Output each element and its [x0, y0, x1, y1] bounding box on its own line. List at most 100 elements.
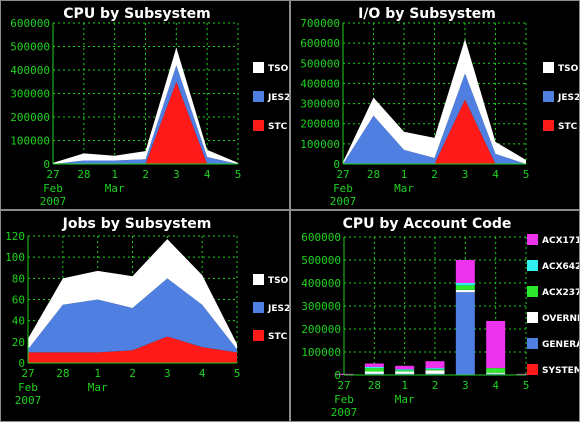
legend-label: ACX237 [542, 288, 579, 298]
bar-segment-general [486, 373, 506, 375]
bar-segment-acx171 [486, 320, 506, 369]
x-tick-label: 28 [56, 367, 69, 380]
legend-swatch-acx237 [527, 286, 538, 297]
x-sub-label: 2007 [330, 195, 357, 208]
legend-label: SYSTEM [542, 366, 579, 376]
chart-title: I/O by Subsystem [358, 6, 496, 22]
y-tick-label: 100 [5, 251, 25, 264]
chart-svg: Jobs by Subsystem 0 20 40 60 80 100 120 27Feb200… [5, 216, 289, 407]
axes [52, 23, 238, 165]
legend-swatch-jes2 [253, 91, 264, 102]
series-area-tso [53, 47, 238, 164]
x-tick-label: 2 [432, 379, 439, 392]
chart-panel-cpu-by-account-code: CPU by Account Code 0 100000 200000 300000 40… [291, 211, 579, 421]
legend-label: OVERNITE [542, 314, 579, 324]
x-tick-label: 2 [142, 168, 149, 181]
y-tick-label: 300000 [10, 88, 50, 101]
y-tick-label: 200000 [300, 118, 340, 131]
legend-swatch-overnite [527, 312, 538, 323]
x-sub-label: Feb [334, 393, 354, 406]
legend-label: TSO [558, 64, 579, 74]
y-tick-label: 40 [12, 315, 25, 328]
y-tick-label: 500000 [301, 254, 341, 267]
bar-segment-acx642 [455, 283, 475, 286]
legend-label: TSO [268, 276, 289, 286]
legend-label: JES2 [267, 93, 289, 103]
chart-title: CPU by Subsystem [63, 6, 210, 22]
grid [52, 22, 239, 165]
legend-swatch-tso [253, 274, 264, 285]
x-tick-label: 4 [492, 379, 499, 392]
y-tick-label: 600000 [10, 17, 50, 30]
x-tick-label: 3 [173, 168, 180, 181]
x-tick-label: 4 [204, 168, 211, 181]
y-tick-label: 500000 [10, 41, 50, 54]
x-tick-label: 27 [337, 379, 350, 392]
x-tick-label: 28 [77, 168, 90, 181]
legend-swatch-acx171 [527, 234, 538, 245]
y-tick-label: 200000 [10, 111, 50, 124]
legend-label: JES2 [267, 304, 289, 314]
bar-segment-general [395, 373, 415, 375]
y-tick-label: 600000 [300, 37, 340, 50]
axes [343, 237, 526, 376]
chart-panel-io-by-subsystem: I/O by Subsystem 0 100000 200000 300000 40000… [291, 1, 579, 209]
bar-segment-acx171 [455, 260, 475, 283]
bar-segment-overnite [455, 289, 475, 293]
legend-label: STC [268, 122, 288, 132]
bar-segment-acx171 [516, 373, 536, 375]
bar-segment-acx642 [425, 368, 445, 370]
x-sub-label: Feb [18, 381, 38, 394]
legend-label: JES2 [557, 93, 579, 103]
x-sub-label: Feb [333, 182, 353, 195]
x-tick-label: 5 [234, 367, 241, 380]
bar-segment-overnite [395, 371, 415, 374]
x-tick-label: 3 [164, 367, 171, 380]
x-tick-label: 27 [46, 168, 59, 181]
y-tick-label: 300000 [301, 300, 341, 313]
series-area-stc [343, 99, 526, 164]
legend-label: STC [558, 122, 578, 132]
y-tick-label: 0 [43, 158, 50, 171]
bar-segment-overnite [425, 370, 445, 374]
legend-swatch-tso [253, 62, 264, 73]
y-tick-label: 100000 [300, 138, 340, 151]
bar-segment-acx237 [364, 368, 384, 372]
chart-panel-cpu-by-subsystem: CPU by Subsystem 0 100000 200000 300000 40000… [1, 1, 289, 209]
x-tick-label: 2 [129, 367, 136, 380]
y-tick-label: 20 [12, 336, 25, 349]
x-tick-label: 28 [367, 168, 380, 181]
x-tick-label: 5 [235, 168, 242, 181]
legend: TSO JES2 STC [253, 62, 289, 132]
series-area-stc [53, 81, 238, 164]
bar-segment-acx171 [425, 361, 445, 369]
y-tick-label: 0 [333, 158, 340, 171]
x-tick-label: 3 [462, 379, 469, 392]
x-sub-label: Mar [105, 182, 125, 195]
bar-segment-general [425, 373, 445, 375]
y-tick-label: 120 [5, 230, 25, 243]
x-tick-label: 3 [462, 168, 469, 181]
bar-segment-overnite [486, 372, 506, 374]
x-tick-label: 4 [492, 168, 499, 181]
series-area-tso [28, 239, 237, 350]
y-tick-label: 80 [12, 272, 25, 285]
legend-swatch-general [527, 338, 538, 349]
y-tick-label: 400000 [301, 277, 341, 290]
bar-segment-general [455, 292, 475, 375]
legend-swatch-tso [543, 62, 554, 73]
x-sub-label: 2007 [15, 394, 42, 407]
legend-swatch-jes2 [253, 302, 264, 313]
axes [27, 236, 237, 364]
chart-title: CPU by Account Code [343, 216, 512, 232]
y-tick-label: 300000 [300, 98, 340, 111]
x-tick-label: 5 [523, 379, 530, 392]
x-tick-label: 4 [199, 367, 206, 380]
x-tick-label: 5 [523, 168, 530, 181]
legend-swatch-jes2 [543, 91, 554, 102]
x-tick-label: 1 [94, 367, 101, 380]
x-tick-label: 28 [368, 379, 381, 392]
legend-label: STC [268, 332, 288, 342]
y-tick-label: 400000 [300, 77, 340, 90]
